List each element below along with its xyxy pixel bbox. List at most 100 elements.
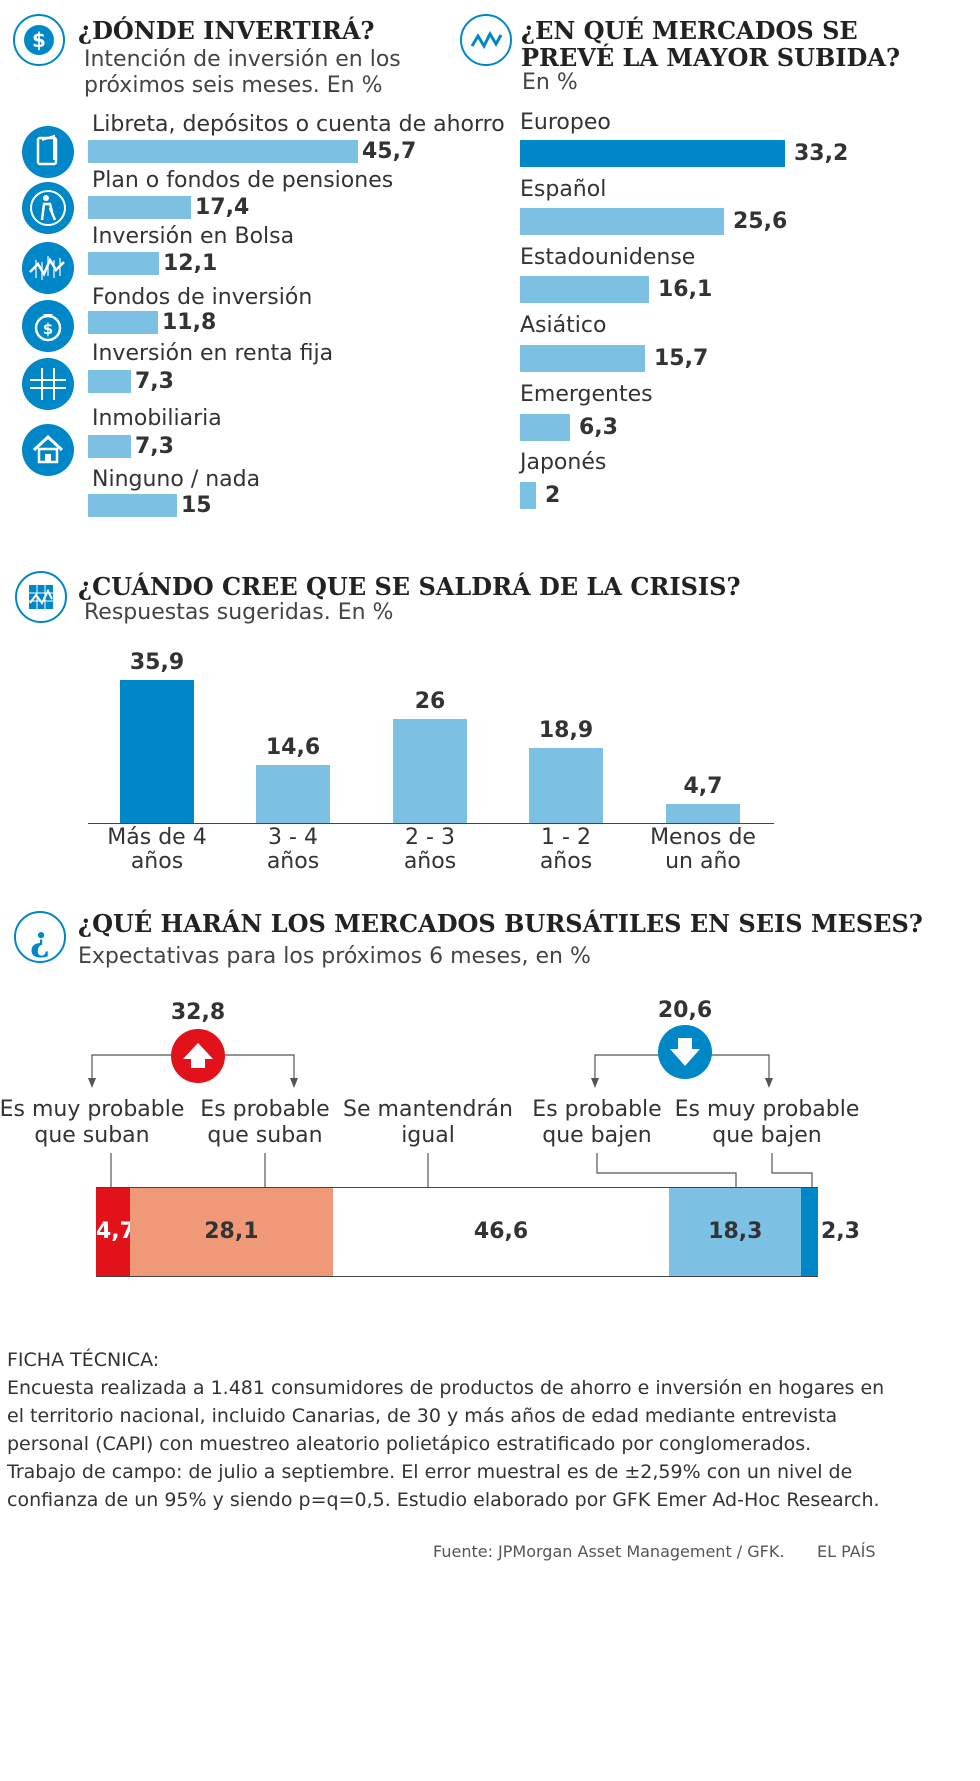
section1-bar bbox=[88, 370, 131, 393]
section3-category-label: 3 - 4 bbox=[268, 825, 318, 850]
section4-category-label: igual bbox=[401, 1123, 455, 1148]
section1-item-label: Ninguno / nada bbox=[92, 467, 261, 492]
stacked-segment-value: 2,3 bbox=[821, 1219, 860, 1244]
section2-item-label: Japonés bbox=[520, 450, 607, 475]
down-arrow-icon bbox=[657, 1024, 713, 1080]
section2-item-value: 25,6 bbox=[733, 209, 788, 234]
source-text: Fuente: JPMorgan Asset Management / GFK. bbox=[433, 1542, 785, 1561]
section4-category-label: que bajen bbox=[712, 1123, 822, 1148]
section4-category-label: Es muy probable bbox=[674, 1097, 860, 1122]
section1-bar bbox=[88, 196, 191, 219]
ficha-line: Trabajo de campo: de julio a septiembre.… bbox=[7, 1461, 853, 1483]
section3-category-label: Más de 4 bbox=[107, 825, 207, 850]
section4-category-label: que suban bbox=[207, 1123, 323, 1148]
section1-item-value: 7,3 bbox=[135, 369, 174, 394]
section2-item-value: 15,7 bbox=[654, 346, 709, 371]
passbook-icon bbox=[22, 126, 74, 178]
section3-category-label: 2 - 3 bbox=[405, 825, 455, 850]
section2-item-value: 33,2 bbox=[794, 141, 849, 166]
section3-category-label: años bbox=[539, 849, 593, 874]
stacked-segment bbox=[129, 1188, 333, 1276]
section2-bar bbox=[520, 208, 724, 235]
section4-category-label: Es probable bbox=[532, 1097, 662, 1122]
section2-bar bbox=[520, 482, 536, 509]
section1-item-value: 17,4 bbox=[195, 195, 250, 220]
section2-subtitle: En % bbox=[522, 70, 578, 95]
section3-bar-value: 14,6 bbox=[265, 735, 321, 760]
section2-item-label: Emergentes bbox=[520, 382, 653, 407]
section1-bar bbox=[88, 311, 158, 334]
section2-bar bbox=[520, 140, 785, 167]
section1-item-value: 45,7 bbox=[362, 139, 417, 164]
section2-bar bbox=[520, 276, 649, 303]
section3-category-label: Menos de bbox=[650, 825, 756, 850]
section3-bar bbox=[393, 719, 467, 823]
section3-category-label: años bbox=[130, 849, 184, 874]
pensioner-icon bbox=[22, 182, 74, 234]
section1-bar bbox=[88, 140, 358, 163]
section3-bar bbox=[256, 765, 330, 823]
section3-category-label: un año bbox=[665, 849, 741, 874]
section2-bar bbox=[520, 414, 570, 441]
section1-item-label: Fondos de inversión bbox=[92, 285, 313, 310]
trend-line-icon bbox=[460, 14, 512, 66]
stacked-segment-value: 46,6 bbox=[473, 1219, 529, 1244]
section3-category-label: años bbox=[266, 849, 320, 874]
brand-text: EL PAÍS bbox=[817, 1542, 876, 1561]
section1-item-label: Inmobiliaria bbox=[92, 406, 222, 431]
stacked-segment-value: 28,1 bbox=[204, 1219, 259, 1244]
up-arrow-tip-right bbox=[290, 1078, 298, 1088]
section1-item-value: 7,3 bbox=[135, 434, 174, 459]
section3-bar bbox=[529, 748, 603, 823]
section1-item-value: 11,8 bbox=[162, 310, 217, 335]
section3-bar bbox=[120, 680, 194, 823]
section3-bar-value: 18,9 bbox=[538, 718, 594, 743]
x-axis-line bbox=[88, 823, 774, 824]
stacked-segment bbox=[332, 1188, 670, 1276]
section1-item-label: Libreta, depósitos o cuenta de ahorro bbox=[92, 112, 505, 137]
ficha-heading: FICHA TÉCNICA: bbox=[7, 1349, 160, 1371]
section2-bar bbox=[520, 345, 645, 372]
section3-bar bbox=[666, 804, 740, 823]
up-arrow-icon bbox=[170, 1028, 226, 1084]
section4-subtitle: Expectativas para los próximos 6 meses, … bbox=[78, 944, 591, 969]
section1-item-value: 15 bbox=[181, 493, 212, 518]
stacked-segment-value: 18,3 bbox=[708, 1219, 763, 1244]
ficha-line: Encuesta realizada a 1.481 consumidores … bbox=[7, 1377, 885, 1399]
section1-subtitle-2: próximos seis meses. En % bbox=[84, 73, 383, 98]
down-arrow-tip-right bbox=[765, 1078, 773, 1088]
section2-title-1: ¿EN QUÉ MERCADOS SE bbox=[521, 16, 858, 45]
section3-category-label: años bbox=[403, 849, 457, 874]
svg-text:$: $ bbox=[43, 320, 53, 338]
section2-item-value: 6,3 bbox=[579, 415, 618, 440]
stacked-segment bbox=[801, 1188, 818, 1276]
svg-text:$: $ bbox=[32, 28, 46, 52]
section2-title-2: PREVÉ LA MAYOR SUBIDA? bbox=[521, 43, 901, 72]
section2-item-label: Estadounidense bbox=[520, 245, 696, 270]
ficha-line: el territorio nacional, incluido Canaria… bbox=[7, 1405, 838, 1427]
svg-text:¿: ¿ bbox=[30, 920, 50, 960]
ficha-tecnica: FICHA TÉCNICA: Encuesta realizada a 1.48… bbox=[7, 1346, 972, 1514]
section1-item-value: 12,1 bbox=[163, 251, 218, 276]
chart-grid-icon bbox=[15, 571, 67, 623]
ficha-line: personal (CAPI) con muestreo aleatorio p… bbox=[7, 1433, 812, 1455]
section1-item-label: Plan o fondos de pensiones bbox=[92, 168, 394, 193]
section3-bar-value: 26 bbox=[414, 689, 446, 714]
section2-item-value: 16,1 bbox=[658, 277, 713, 302]
section2-item-label: Europeo bbox=[520, 110, 611, 135]
section3-bar-value: 35,9 bbox=[129, 650, 185, 675]
stacked-segment-value: 4,7 bbox=[96, 1219, 135, 1244]
section2-item-value: 2 bbox=[545, 483, 561, 508]
stacked-segment bbox=[96, 1188, 130, 1276]
section1-item-label: Inversión en renta fija bbox=[92, 341, 334, 366]
section1-item-label: Inversión en Bolsa bbox=[92, 224, 295, 249]
grid-icon bbox=[22, 358, 74, 410]
stacked-segment bbox=[669, 1188, 802, 1276]
section1-subtitle-1: Intención de inversión en los bbox=[84, 47, 401, 72]
section4-title: ¿QUÉ HARÁN LOS MERCADOS BURSÁTILES EN SE… bbox=[78, 909, 923, 938]
section4-category-label: Es probable bbox=[200, 1097, 330, 1122]
stock-chart-icon bbox=[22, 242, 74, 294]
section3-category-label: 1 - 2 bbox=[541, 825, 591, 850]
section2-item-label: Asiático bbox=[520, 313, 607, 338]
up-arrow-tip-left bbox=[88, 1078, 96, 1088]
